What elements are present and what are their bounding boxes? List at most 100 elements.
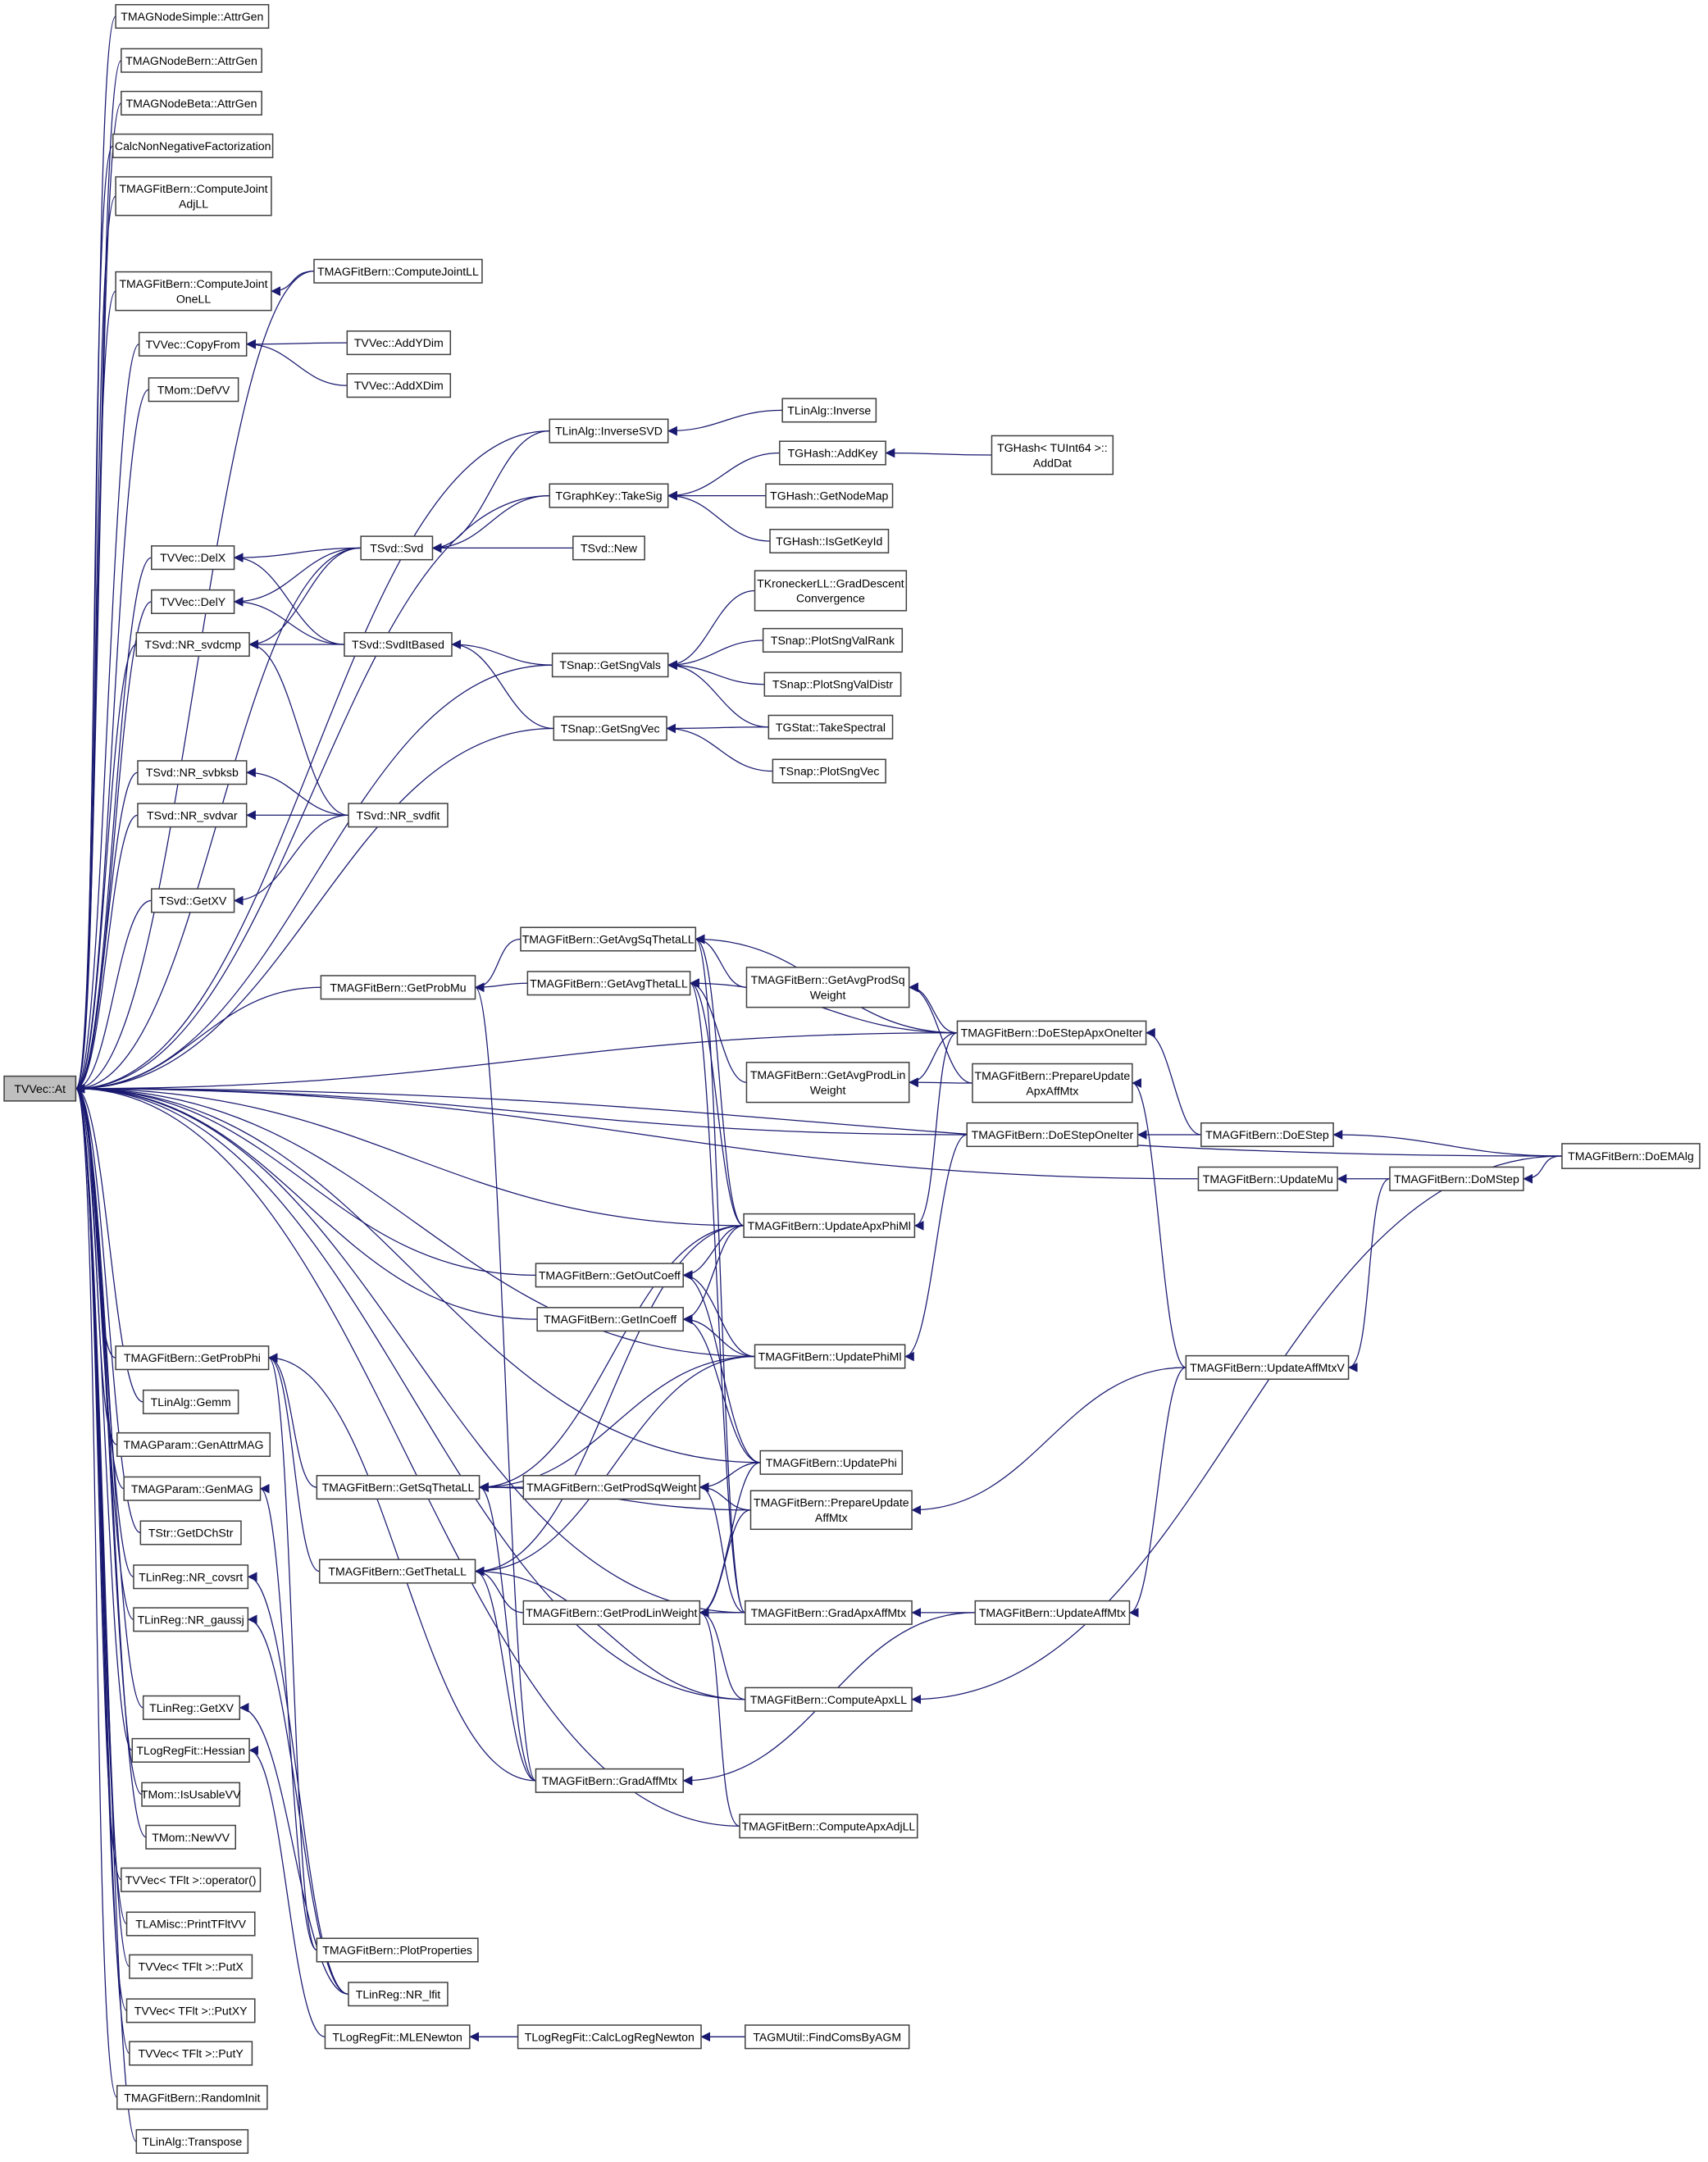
graph-node-tlinalg-inverse[interactable]: TLinAlg::Inverse	[781, 398, 877, 423]
graph-node-tlinalg-gemm[interactable]: TLinAlg::Gemm	[142, 1389, 239, 1414]
node-box	[148, 377, 239, 403]
graph-node-tlinreg-getxv[interactable]: TLinReg::GetXV	[142, 1695, 241, 1720]
node-label: TSvd::NR_svdcmp	[144, 638, 241, 651]
graph-node-tlogregfit-mlenewton[interactable]: TLogRegFit::MLENewton	[324, 2024, 471, 2050]
node-box	[116, 2085, 268, 2110]
graph-node-tmagfitbern-prepareupdate-apxaffmtx[interactable]: TMAGFitBern::PrepareUpdate ApxAffMtx	[972, 1063, 1133, 1104]
graph-node-tvvec-tflt-puty[interactable]: TVVec< TFlt >::PutY	[129, 2041, 253, 2066]
graph-node-tsnap-plotsngvaldistr[interactable]: TSnap::PlotSngValDistr	[763, 671, 902, 697]
graph-node-tmagfitbern-getoutcoeff[interactable]: TMAGFitBern::GetOutCoeff	[535, 1263, 684, 1288]
graph-node-tvvec-dely[interactable]: TVVec::DelY	[151, 589, 235, 614]
graph-node-tmagfitbern-updatemu[interactable]: TMAGFitBern::UpdateMu	[1197, 1166, 1338, 1191]
graph-node-tghash-isgetkeyid[interactable]: TGHash::IsGetKeyId	[769, 528, 890, 554]
graph-node-tmagfitbern-gradapxaffmtx[interactable]: TMAGFitBern::GradApxAffMtx	[745, 1600, 913, 1625]
graph-node-tsvd-nr-svdvar[interactable]: TSvd::NR_svdvar	[137, 803, 248, 828]
graph-node-tmagfitbern-getprobmu[interactable]: TMAGFitBern::GetProbMu	[320, 975, 476, 1000]
graph-node-tmagfitbern-getprodsqweight[interactable]: TMAGFitBern::GetProdSqWeight	[522, 1475, 701, 1500]
graph-node-tlinreg-nr-gaussj[interactable]: TLinReg::NR_gaussj	[133, 1607, 249, 1632]
graph-node-tsnap-getsngvec[interactable]: TSnap::GetSngVec	[553, 716, 667, 741]
graph-node-tghash-addkey[interactable]: TGHash::AddKey	[779, 440, 886, 466]
graph-node-tlamisc-printtfltvv[interactable]: TLAMisc::PrintTFltVV	[125, 1911, 256, 1937]
graph-node-tmagfitbern-computeapxadjll[interactable]: TMAGFitBern::ComputeApxAdjLL	[739, 1814, 918, 1839]
graph-node-tgraphkey-takesig[interactable]: TGraphKey::TakeSig	[549, 483, 669, 508]
node-box	[316, 1937, 479, 1963]
graph-node-tmagfitbern-getsqthetall[interactable]: TMAGFitBern::GetSqThetaLL	[316, 1475, 481, 1500]
graph-node-tmom-newvv[interactable]: TMom::NewVV	[145, 1824, 237, 1850]
graph-node-tsnap-getsngvals[interactable]: TSnap::GetSngVals	[551, 653, 669, 678]
graph-node-tsvd-new[interactable]: TSvd::New	[572, 535, 645, 561]
graph-node-tmagfitbern-computejoint-onell[interactable]: TMAGFitBern::ComputeJoint OneLL	[115, 271, 272, 312]
graph-node-tmagfitbern-computejoint-adjll[interactable]: TMAGFitBern::ComputeJoint AdjLL	[115, 175, 272, 216]
graph-node-tmagparam-genmag[interactable]: TMAGParam::GenMAG	[123, 1476, 262, 1501]
graph-node-calcnonnegativefactorization[interactable]: CalcNonNegativeFactorization	[112, 133, 274, 158]
graph-node-tmagfitbern-getprobphi[interactable]: TMAGFitBern::GetProbPhi	[115, 1345, 270, 1371]
graph-node-tmagfitbern-computejointll[interactable]: TMAGFitBern::ComputeJointLL	[313, 258, 483, 284]
graph-node-tmagfitbern-randominit[interactable]: TMAGFitBern::RandomInit	[116, 2085, 268, 2110]
graph-node-tghash-getnodemap[interactable]: TGHash::GetNodeMap	[765, 483, 894, 508]
graph-node-tlogregfit-calclogregnewton[interactable]: TLogRegFit::CalcLogRegNewton	[517, 2024, 702, 2050]
root-node[interactable]: TVVec::At	[3, 1075, 77, 1102]
graph-node-tvvec-addydim[interactable]: TVVec::AddYDim	[346, 330, 452, 356]
graph-node-tmagfitbern-getprodlinweight[interactable]: TMAGFitBern::GetProdLinWeight	[522, 1600, 701, 1625]
graph-node-tkroneckerll-graddescent-convergence[interactable]: TKroneckerLL::GradDescent Convergence	[754, 570, 908, 612]
node-box	[141, 1782, 241, 1807]
graph-node-tmagparam-genattrmag[interactable]: TMAGParam::GenAttrMAG	[116, 1431, 271, 1458]
node-label: TMAGFitBern::GetProdLinWeight	[526, 1606, 697, 1619]
graph-node-tmagfitbern-getincoeff[interactable]: TMAGFitBern::GetInCoeff	[536, 1307, 684, 1332]
graph-node-tmagfitbern-getthetall[interactable]: TMAGFitBern::GetThetaLL	[318, 1559, 476, 1584]
node-box	[316, 1475, 481, 1500]
graph-node-tmagfitbern-doestepapxoneiter[interactable]: TMAGFitBern::DoEStepApxOneIter	[956, 1020, 1147, 1045]
graph-node-tmagnodebern-attrgen[interactable]: TMAGNodeBern::AttrGen	[121, 48, 262, 73]
graph-node-tvvec-addxdim[interactable]: TVVec::AddXDim	[346, 373, 452, 398]
graph-node-tmagfitbern-getavgsqthetall[interactable]: TMAGFitBern::GetAvgSqThetaLL	[520, 926, 697, 952]
graph-node-tsnap-plotsngvalrank[interactable]: TSnap::PlotSngValRank	[762, 627, 904, 653]
node-box	[125, 1911, 256, 1937]
graph-node-tmagfitbern-computeapxll[interactable]: TMAGFitBern::ComputeApxLL	[745, 1686, 913, 1712]
graph-node-tmagfitbern-updatephi[interactable]: TMAGFitBern::UpdatePhi	[759, 1450, 904, 1475]
graph-node-tlinreg-nr-covsrt[interactable]: TLinReg::NR_covsrt	[133, 1564, 249, 1590]
graph-node-tsvd-svditbased[interactable]: TSvd::SvdItBased	[344, 631, 453, 658]
graph-node-tmagfitbern-gradaffmtx[interactable]: TMAGFitBern::GradAffMtx	[535, 1768, 684, 1793]
call-edge-plotsngvec-to-sngvec	[666, 723, 773, 772]
graph-node-tmagfitbern-getavgprodsq-weight[interactable]: TMAGFitBern::GetAvgProdSq Weight	[745, 967, 910, 1008]
call-edge-sngvals-to-at	[75, 664, 553, 1094]
graph-node-tsvd-nr-svbksb[interactable]: TSvd::NR_svbksb	[137, 760, 248, 785]
graph-node-tsvd-nr-svdcmp[interactable]: TSvd::NR_svdcmp	[135, 631, 250, 658]
graph-node-tgstat-takespectral[interactable]: TGStat::TakeSpectral	[767, 714, 894, 740]
graph-node-tmagnodesimple-attrgen[interactable]: TMAGNodeSimple::AttrGen	[115, 3, 270, 30]
graph-node-tlinalg-transpose[interactable]: TLinAlg::Transpose	[135, 2128, 249, 2155]
graph-node-tvvec-copyfrom[interactable]: TVVec::CopyFrom	[138, 331, 248, 357]
graph-node-tmagfitbern-doemalg[interactable]: TMAGFitBern::DoEMAlg	[1561, 1143, 1701, 1169]
graph-node-tsvd-getxv[interactable]: TSvd::GetXV	[151, 888, 235, 913]
graph-node-tlinalg-inversesvd[interactable]: TLinAlg::InverseSVD	[549, 418, 669, 444]
graph-node-tvvec-tflt-putxy[interactable]: TVVec< TFlt >::PutXY	[125, 1998, 256, 2023]
node-box	[3, 1075, 77, 1102]
graph-node-tmagnodebeta-attrgen[interactable]: TMAGNodeBeta::AttrGen	[121, 90, 262, 116]
node-label: TSvd::New	[581, 541, 638, 554]
graph-node-tsnap-plotsngvec[interactable]: TSnap::PlotSngVec	[772, 758, 886, 784]
graph-node-tlogregfit-hessian[interactable]: TLogRegFit::Hessian	[131, 1737, 250, 1763]
graph-node-tvvec-delx[interactable]: TVVec::DelX	[151, 545, 235, 571]
graph-node-tsvd-nr-svdfit[interactable]: TSvd::NR_svdfit	[348, 803, 449, 828]
graph-node-tsvd-svd[interactable]: TSvd::Svd	[360, 535, 434, 561]
graph-node-tmagfitbern-getavgprodlin-weight[interactable]: TMAGFitBern::GetAvgProdLin Weight	[745, 1062, 910, 1104]
graph-node-tmagfitbern-updateapxphiml[interactable]: TMAGFitBern::UpdateApxPhiMl	[743, 1213, 916, 1238]
call-edge-printtfltvv-to-at	[75, 1084, 128, 1925]
graph-node-tmom-defvv[interactable]: TMom::DefVV	[148, 377, 239, 403]
graph-node-tghash-tuint64-adddat[interactable]: TGHash< TUInt64 >:: AddDat	[991, 435, 1114, 476]
graph-node-tlinreg-nr-lfit[interactable]: TLinReg::NR_lfit	[348, 1982, 449, 2007]
graph-node-tmagfitbern-updateaffmtxv[interactable]: TMAGFitBern::UpdateAffMtxV	[1185, 1354, 1350, 1380]
graph-node-tmagfitbern-domstep[interactable]: TMAGFitBern::DoMStep	[1389, 1166, 1524, 1191]
graph-node-tvvec-tflt-putx[interactable]: TVVec< TFlt >::PutX	[129, 1954, 253, 1979]
graph-node-tmom-isusablevv[interactable]: TMom::IsUsableVV	[141, 1782, 241, 1807]
graph-node-tmagfitbern-doesteponeiter[interactable]: TMAGFitBern::DoEStepOneIter	[966, 1122, 1139, 1148]
graph-node-tmagfitbern-plotproperties[interactable]: TMAGFitBern::PlotProperties	[316, 1937, 479, 1963]
graph-node-tmagfitbern-doestep[interactable]: TMAGFitBern::DoEStep	[1200, 1122, 1334, 1148]
graph-node-tstr-getdchstr[interactable]: TStr::GetDChStr	[139, 1520, 242, 1545]
graph-node-tmagfitbern-updatephiml[interactable]: TMAGFitBern::UpdatePhiMl	[754, 1344, 906, 1369]
graph-node-tmagfitbern-prepareupdate-affmtx[interactable]: TMAGFitBern::PrepareUpdate AffMtx	[749, 1490, 913, 1531]
graph-node-tmagfitbern-updateaffmtx[interactable]: TMAGFitBern::UpdateAffMtx	[974, 1600, 1131, 1625]
graph-node-tagmutil-findcomsbyagm[interactable]: TAGMUtil::FindComsByAGM	[745, 2024, 910, 2050]
graph-node-tmagfitbern-getavgthetall[interactable]: TMAGFitBern::GetAvgThetaLL	[526, 971, 691, 996]
graph-node-tvvec-tflt-operator[interactable]: TVVec< TFlt >::operator()	[121, 1867, 262, 1892]
